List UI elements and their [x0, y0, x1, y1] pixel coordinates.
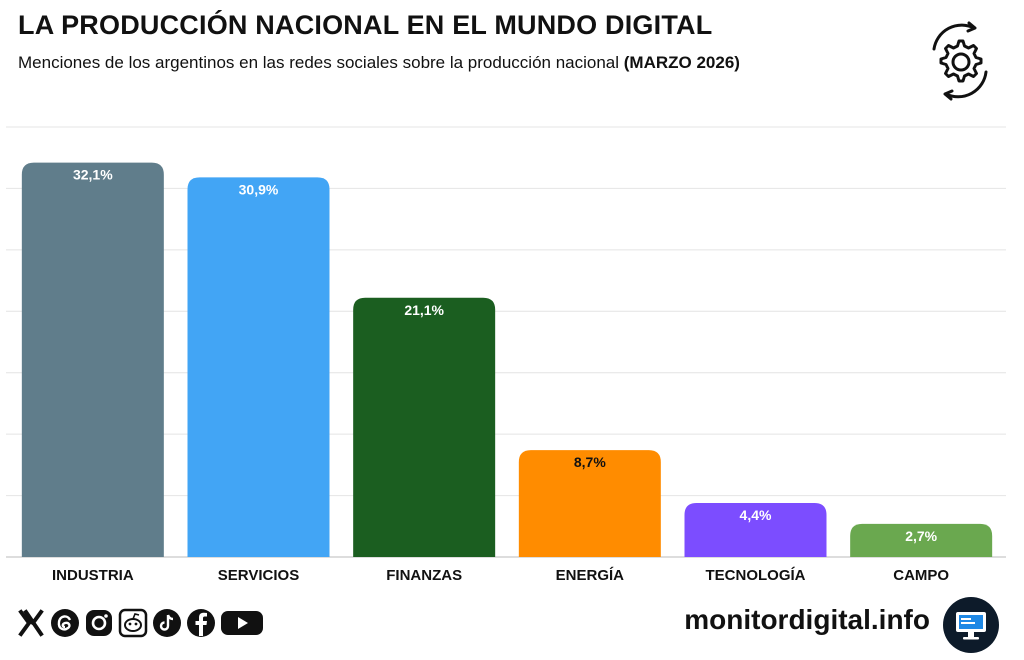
- value-label: 21,1%: [404, 302, 444, 318]
- bar-tecnología: [684, 502, 827, 557]
- instagram-icon[interactable]: [84, 608, 114, 638]
- bar-finanzas: [353, 297, 496, 557]
- subtitle-date: (MARZO 2026): [623, 53, 740, 72]
- category-labels: INDUSTRIA SERVICIOS FINANZAS ENERGÍA TECNOLO…: [52, 567, 949, 584]
- subtitle-text: Menciones de los argentinos en las redes…: [18, 53, 620, 72]
- category-label: TECNOLOGÍA: [706, 567, 806, 584]
- chart-title: LA PRODUCCIÓN NACIONAL EN EL MUNDO DIGIT…: [18, 10, 713, 40]
- bar-servicios: [187, 177, 330, 557]
- gear-cycle-icon: [932, 21, 988, 101]
- x-icon[interactable]: [16, 608, 46, 638]
- bar-energía: [518, 450, 661, 557]
- value-label: 8,7%: [574, 454, 606, 470]
- youtube-icon[interactable]: [220, 608, 264, 638]
- value-label: 2,7%: [905, 528, 937, 544]
- monitor-logo-icon: [943, 597, 999, 653]
- grid-lines: [6, 126, 1006, 558]
- threads-icon[interactable]: [50, 608, 80, 638]
- facebook-icon[interactable]: [186, 608, 216, 638]
- value-label: 32,1%: [73, 167, 113, 183]
- chart-subtitle: Menciones de los argentinos en las redes…: [18, 53, 740, 73]
- site-url[interactable]: monitordigital.info: [684, 604, 930, 635]
- category-label: ENERGÍA: [556, 567, 625, 584]
- reddit-icon[interactable]: [118, 608, 148, 638]
- tiktok-icon[interactable]: [152, 608, 182, 638]
- category-label: CAMPO: [893, 567, 949, 584]
- category-label: FINANZAS: [386, 567, 462, 584]
- category-label: INDUSTRIA: [52, 567, 134, 584]
- bars: [21, 162, 993, 557]
- bar-industria: [21, 162, 164, 557]
- bar-campo: [850, 523, 993, 557]
- value-label: 30,9%: [239, 181, 279, 197]
- category-label: SERVICIOS: [218, 567, 299, 584]
- value-labels: 32,1% 30,9% 21,1% 8,7% 4,4% 2,7%: [73, 167, 938, 544]
- value-label: 4,4%: [740, 507, 772, 523]
- social-icons: [16, 608, 264, 638]
- bar-chart: 32,1% 30,9% 21,1% 8,7% 4,4% 2,7% INDUSTRIA SER…: [6, 126, 1006, 584]
